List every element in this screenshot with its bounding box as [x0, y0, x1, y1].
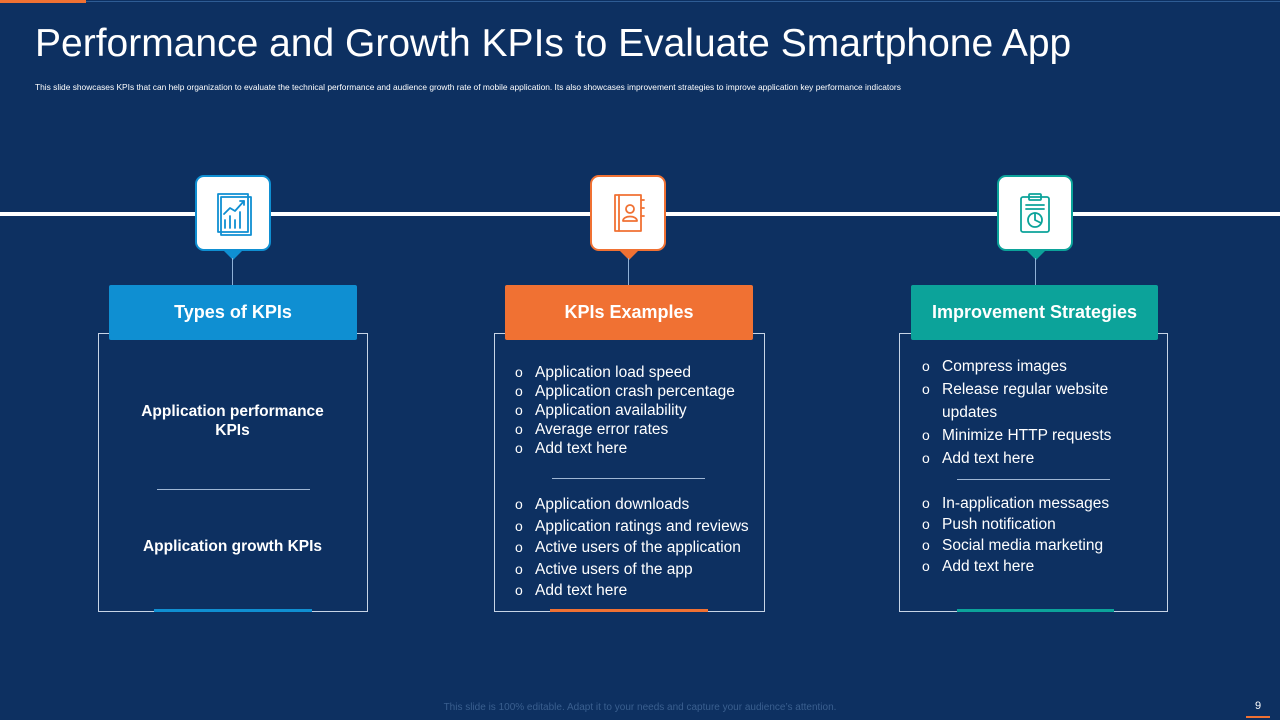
- types-of-kpis-header: Types of KPIs: [109, 285, 357, 340]
- list-item: Active users of the app: [515, 559, 749, 581]
- list-item: Average error rates: [515, 420, 735, 439]
- growth-chart-icon: [217, 193, 252, 236]
- list-item: Release regular website updates: [922, 378, 1122, 424]
- column-3-connector: [1035, 258, 1036, 286]
- kpi-type-divider: [157, 489, 310, 490]
- list-item: Social media marketing: [922, 535, 1109, 556]
- footer-note: This slide is 100% editable. Adapt it to…: [443, 702, 837, 713]
- slide-subtitle: This slide showcases KPIs that can help …: [35, 82, 901, 92]
- list-item: Add text here: [515, 439, 735, 458]
- contact-book-icon: [614, 194, 645, 232]
- slide-title: Performance and Growth KPIs to Evaluate …: [35, 22, 1072, 65]
- improvement-strategies-performance-list: Compress images Release regular website …: [922, 355, 1122, 470]
- kpi-type-performance: Application performance KPIs: [141, 403, 324, 439]
- list-item: In-application messages: [922, 493, 1109, 514]
- list-item: Active users of the application: [515, 537, 749, 559]
- list-item: Application crash percentage: [515, 382, 735, 401]
- column-2-connector: [628, 258, 629, 286]
- column-1-bottom-accent: [154, 609, 312, 612]
- column-1-icon-box: [195, 175, 271, 251]
- list-item: Application load speed: [515, 363, 735, 382]
- list-item: Add text here: [922, 447, 1122, 470]
- improvement-strategies-divider: [957, 479, 1110, 480]
- kpis-examples-header: KPIs Examples: [505, 285, 753, 340]
- clipboard-chart-icon: [1020, 193, 1050, 233]
- list-item: Push notification: [922, 514, 1109, 535]
- kpis-examples-divider: [552, 478, 705, 479]
- list-item: Add text here: [922, 556, 1109, 577]
- top-rule: [86, 1, 1280, 2]
- column-2-icon-box: [590, 175, 666, 251]
- page-number: 9: [1246, 699, 1270, 718]
- column-1-pin: [224, 251, 242, 260]
- kpi-type-growth: Application growth KPIs: [142, 538, 323, 555]
- column-3-pin: [1027, 251, 1045, 260]
- list-item: Compress images: [922, 355, 1122, 378]
- improvement-strategies-header: Improvement Strategies: [911, 285, 1158, 340]
- column-3-bottom-accent: [957, 609, 1114, 612]
- improvement-strategies-growth-list: In-application messages Push notificatio…: [922, 493, 1109, 577]
- kpis-examples-performance-list: Application load speed Application crash…: [515, 363, 735, 458]
- column-1-connector: [232, 258, 233, 286]
- kpis-examples-growth-list: Application downloads Application rating…: [515, 494, 749, 602]
- list-item: Minimize HTTP requests: [922, 424, 1122, 447]
- column-2-pin: [620, 251, 638, 260]
- types-of-kpis-card: [98, 333, 368, 612]
- list-item: Application ratings and reviews: [515, 516, 749, 538]
- top-accent-bar: [0, 0, 86, 3]
- list-item: Application downloads: [515, 494, 749, 516]
- column-2-bottom-accent: [550, 609, 708, 612]
- list-item: Application availability: [515, 401, 735, 420]
- column-3-icon-box: [997, 175, 1073, 251]
- list-item: Add text here: [515, 580, 749, 602]
